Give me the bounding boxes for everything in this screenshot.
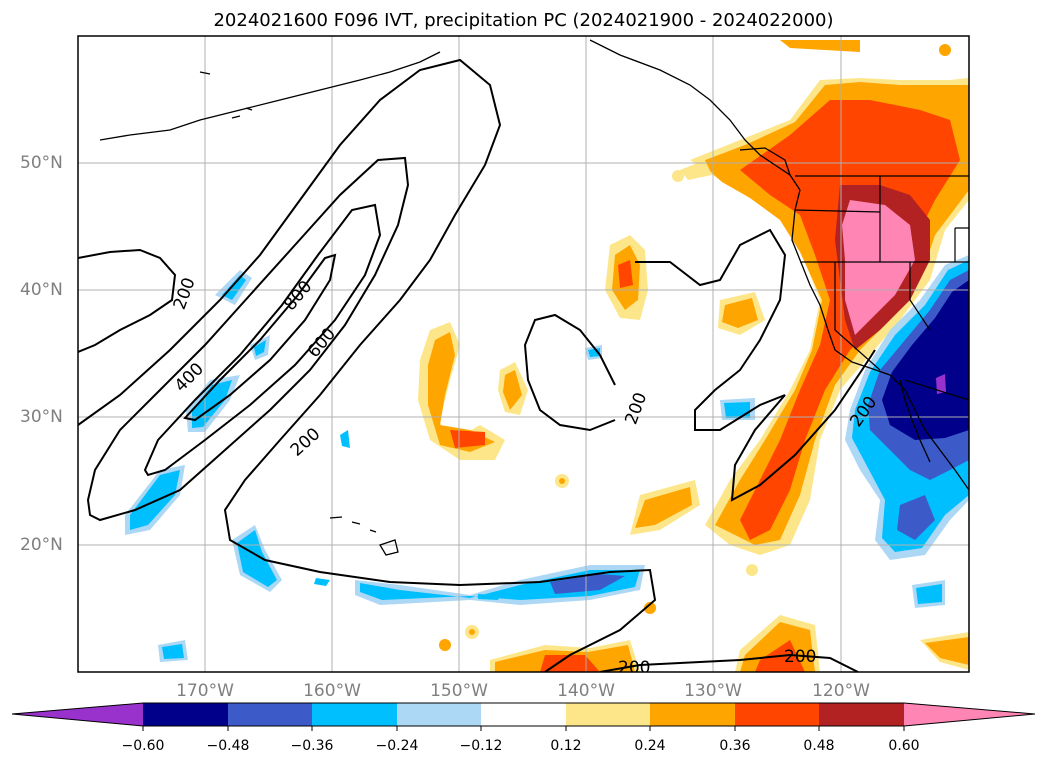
lat-label-40n: 40°N (20, 280, 63, 300)
ivt-label: 600 (304, 324, 340, 362)
colorbar-tick-label: −0.48 (206, 738, 250, 754)
lat-label-20n: 20°N (20, 535, 63, 555)
colorbar-swatch-9 (819, 703, 904, 726)
ivt-contour-800 (183, 253, 337, 422)
colorbar-swatch-0 (12, 703, 143, 726)
ivt-contours (78, 58, 876, 672)
colorbar-tick-label: −0.36 (290, 738, 334, 754)
map-area: 200 400 600 800 200 200 200 200 200 (78, 36, 969, 678)
political-borders (794, 175, 969, 401)
ivt-contour-400 (86, 156, 410, 522)
colorbar-swatch-6 (566, 703, 650, 726)
colorbar-tick-label: −0.24 (375, 738, 419, 754)
ivt-label: 200 (287, 424, 325, 461)
lon-label-130w: 130°W (684, 681, 742, 701)
ivt-contour-200-mid (523, 313, 616, 432)
coastlines (99, 39, 969, 556)
graticule (78, 36, 969, 672)
colorbar-tick-label: −0.12 (459, 738, 503, 754)
ivt-contour-200-south (599, 653, 859, 672)
ivt-label: 200 (784, 647, 816, 667)
colorbar-swatch-5 (481, 703, 566, 726)
colorbar-swatch-4 (397, 703, 481, 726)
colorbar-swatch-3 (312, 703, 397, 726)
ivt-contour-200-main (78, 58, 657, 672)
ivt-contour-200-west (78, 248, 177, 353)
colorbar-tick-label: −0.60 (121, 738, 165, 754)
colorbar-swatch-7 (650, 703, 735, 726)
colorbar-swatch-8 (735, 703, 819, 726)
colorbar-tick-label: 0.12 (550, 738, 582, 754)
colorbar-tick-label: 0.36 (719, 738, 751, 754)
ivt-label: 200 (618, 658, 650, 678)
lat-label-30n: 30°N (20, 407, 63, 427)
lon-label-160w: 160°W (303, 681, 361, 701)
lon-label-170w: 170°W (176, 681, 234, 701)
colorbar (11, 702, 1036, 731)
map-frame (77, 35, 970, 673)
colorbar-tick-label: 0.48 (803, 738, 835, 754)
lon-label-140w: 140°W (557, 681, 615, 701)
ivt-contour-200-eastloop (635, 228, 876, 502)
ivt-contour-600 (143, 203, 382, 477)
colorbar-swatch-10 (904, 703, 1035, 726)
precip-negative-shading (125, 255, 969, 662)
colorbar-swatch-1 (143, 703, 228, 726)
ivt-label: 200 (621, 390, 651, 427)
colorbar-tick-label: 0.60 (888, 738, 920, 754)
sierra-precip-pink (842, 200, 915, 335)
colorbar-tick-label: 0.24 (634, 738, 666, 754)
colorbar-swatch-2 (228, 703, 312, 726)
map-title: 2024021600 F096 IVT, precipitation PC (2… (213, 10, 834, 31)
lon-label-150w: 150°W (430, 681, 488, 701)
lat-label-50n: 50°N (20, 153, 63, 173)
lon-label-120w: 120°W (812, 681, 870, 701)
